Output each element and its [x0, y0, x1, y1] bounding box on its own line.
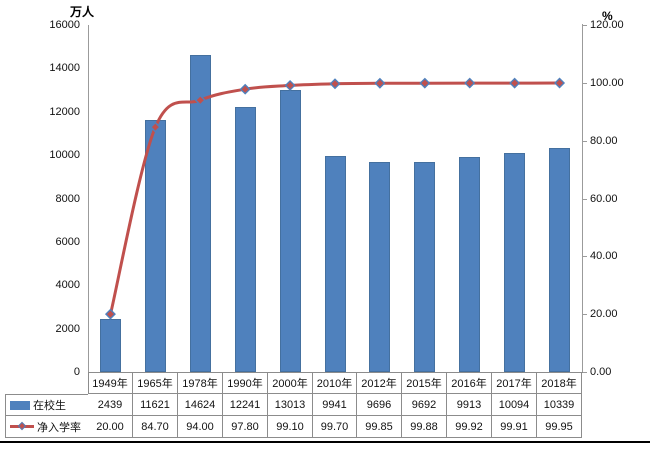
- table-value-净入学率-1965年: 84.70: [133, 416, 178, 438]
- left-axis-title: 万人: [70, 5, 95, 19]
- diamond-marker-2017年: [509, 77, 521, 89]
- table-value-净入学率-2012年: 99.85: [357, 416, 402, 438]
- bar-2017年: [504, 153, 526, 372]
- legend-label-净入学率: 净入学率: [37, 421, 81, 434]
- right-axis-tick-label: 100.00: [590, 76, 624, 89]
- right-axis-tick-label: 0.00: [590, 366, 612, 378]
- line-legend-diamond-icon: [17, 421, 27, 431]
- left-axis-tick-label: 16000: [49, 19, 80, 31]
- right-axis-tick-mark: [583, 314, 587, 316]
- table-value-在校生-1990年: 12241: [223, 394, 268, 416]
- table-year-1978年: 1978年: [178, 372, 223, 394]
- diamond-marker-2018年: [554, 77, 566, 89]
- table-value-净入学率-2015年: 99.88: [402, 416, 447, 438]
- table-value-在校生-2017年: 10094: [492, 394, 537, 416]
- bar-2016年: [459, 157, 481, 372]
- table-value-在校生-1978年: 14624: [178, 394, 223, 416]
- bar-2018年: [549, 147, 570, 372]
- right-axis-title: %: [602, 9, 613, 23]
- table-value-净入学率-2017年: 99.91: [492, 416, 537, 438]
- table-year-2012年: 2012年: [357, 372, 402, 394]
- right-axis-tick-label: 20.00: [590, 308, 618, 321]
- table-year-1949年: 1949年: [88, 372, 133, 394]
- legend-cell-净入学率: 净入学率: [5, 416, 89, 438]
- diamond-marker-1949年: [104, 308, 116, 320]
- table-value-净入学率-2016年: 99.92: [447, 416, 492, 438]
- right-axis-tick-label: 120.00: [590, 19, 624, 31]
- bar-2012年: [369, 161, 391, 372]
- table-value-净入学率-2010年: 99.70: [313, 416, 357, 438]
- table-year-1965年: 1965年: [133, 372, 178, 394]
- table-year-2017年: 2017年: [492, 372, 537, 394]
- left-axis-tick-label: 0: [73, 366, 80, 378]
- left-axis-tick-label: 10000: [49, 149, 80, 162]
- right-axis-tick-mark: [583, 25, 587, 26]
- bar-1949年: [100, 319, 121, 372]
- table-year-2010年: 2010年: [313, 372, 357, 394]
- bar-1990年: [234, 106, 256, 372]
- left-axis-tick-label: 12000: [49, 105, 80, 118]
- table-year-1990年: 1990年: [223, 372, 268, 394]
- right-axis-tick-mark: [583, 82, 587, 84]
- left-axis-tick-label: 8000: [55, 192, 80, 205]
- table-value-净入学率-2018年: 99.95: [537, 416, 582, 438]
- diamond-marker-2015年: [419, 77, 431, 89]
- table-value-在校生-2010年: 9941: [313, 394, 357, 416]
- bar-2010年: [324, 156, 346, 372]
- table-value-在校生-1949年: 2439: [88, 394, 133, 416]
- left-axis-tick-label: 2000: [55, 322, 80, 335]
- table-year-2018年: 2018年: [537, 372, 582, 394]
- right-axis-tick-mark: [583, 140, 587, 142]
- table-year-2000年: 2000年: [268, 372, 313, 394]
- bar-1965年: [144, 120, 166, 372]
- diamond-marker-2000年: [284, 79, 296, 91]
- table-value-净入学率-1949年: 20.00: [88, 416, 133, 438]
- table-value-净入学率-2000年: 99.10: [268, 416, 313, 438]
- bar-legend-swatch: [10, 400, 30, 410]
- table-value-在校生-2016年: 9913: [447, 394, 492, 416]
- table-value-在校生-1965年: 11621: [133, 394, 178, 416]
- right-axis-line: [582, 24, 583, 372]
- legend-cell-在校生: 在校生: [5, 394, 89, 416]
- right-axis-tick-label: 80.00: [590, 134, 618, 147]
- left-axis-tick-label: 14000: [49, 62, 80, 75]
- right-axis-tick-label: 40.00: [590, 250, 618, 263]
- table-value-在校生-2015年: 9692: [402, 394, 447, 416]
- right-axis-tick-mark: [583, 198, 587, 200]
- table-value-净入学率-1978年: 94.00: [178, 416, 223, 438]
- left-axis-tick-label: 6000: [55, 235, 80, 248]
- diamond-marker-1990年: [239, 83, 251, 95]
- table-year-2016年: 2016年: [447, 372, 492, 394]
- table-value-在校生-2000年: 13013: [268, 394, 313, 416]
- table-value-净入学率-1990年: 97.80: [223, 416, 268, 438]
- table-year-2015年: 2015年: [402, 372, 447, 394]
- bottom-rule: [0, 441, 650, 443]
- right-axis-tick-mark: [583, 256, 587, 258]
- table-top-border: [88, 372, 583, 373]
- diamond-marker-2012年: [374, 77, 386, 89]
- diamond-marker-2010年: [329, 78, 341, 90]
- bar-2015年: [414, 161, 436, 372]
- line-legend-swatch: [10, 421, 34, 431]
- table-value-在校生-2018年: 10339: [537, 394, 582, 416]
- right-axis-tick-label: 60.00: [590, 192, 618, 205]
- left-axis-tick-label: 4000: [55, 279, 80, 292]
- bar-2000年: [279, 89, 301, 372]
- right-axis-tick-mark: [583, 372, 587, 373]
- left-axis-line: [88, 25, 89, 372]
- bar-1978年: [189, 54, 211, 372]
- legend-label-在校生: 在校生: [33, 400, 66, 412]
- table-value-在校生-2012年: 9696: [357, 394, 402, 416]
- diamond-marker-2016年: [464, 77, 476, 89]
